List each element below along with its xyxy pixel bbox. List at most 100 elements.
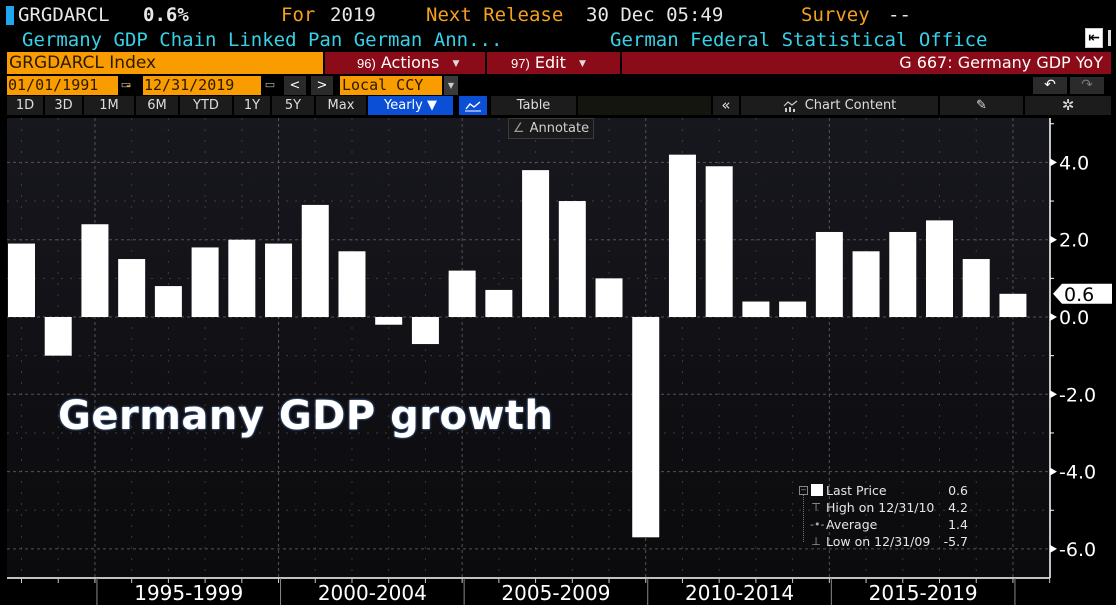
bar-2015 bbox=[852, 251, 880, 317]
legend-label: High on 12/31/10 bbox=[826, 500, 935, 515]
collapse-icon[interactable]: « bbox=[713, 96, 739, 115]
bar-2007 bbox=[558, 201, 586, 317]
start-date-input[interactable]: 01/01/1991 bbox=[7, 76, 118, 95]
period-1m[interactable]: 1M bbox=[84, 96, 134, 115]
y-tick-label: -6.0 bbox=[1059, 539, 1096, 561]
security-input[interactable]: GRGDARCL Index bbox=[7, 52, 323, 74]
end-date-input[interactable]: 12/31/2019 bbox=[143, 76, 261, 95]
x-group-label: 2005-2009 bbox=[501, 581, 610, 605]
bar-2012 bbox=[742, 301, 770, 317]
period-ytd[interactable]: YTD bbox=[180, 96, 232, 115]
chart-title: G 667: Germany GDP YoY bbox=[622, 52, 1111, 74]
redo-icon[interactable]: ↷ bbox=[1070, 77, 1104, 94]
chart-content-label: Chart Content bbox=[804, 98, 897, 113]
bar-2018 bbox=[962, 259, 990, 317]
undo-icon[interactable]: ↶ bbox=[1033, 77, 1067, 94]
bar-2008 bbox=[595, 278, 623, 317]
legend-swatch bbox=[811, 484, 823, 496]
x-group-label: 2015-2019 bbox=[869, 581, 978, 605]
bar-2000 bbox=[301, 204, 329, 317]
chart-content-icon bbox=[783, 100, 798, 112]
calendar-icon[interactable]: ▭ bbox=[120, 78, 132, 91]
legend-item-last-price[interactable]: Last Price 0.6 bbox=[796, 482, 976, 499]
prev-period-button[interactable]: < bbox=[284, 76, 306, 95]
legend-item-low[interactable]: ⊥ Low on 12/31/09 -5.7 bbox=[796, 533, 976, 550]
y-tick-marker bbox=[1050, 158, 1057, 167]
legend-item-high[interactable]: ⊤ High on 12/31/10 4.2 bbox=[796, 499, 976, 516]
bar-2001 bbox=[338, 251, 366, 317]
actions-menu-button[interactable]: 96) Actions ▼ bbox=[325, 52, 485, 74]
actions-label: Actions bbox=[380, 53, 440, 72]
legend-label: Average bbox=[826, 517, 878, 532]
currency-select[interactable]: Local CCY bbox=[340, 76, 442, 95]
legend-value: 0.6 bbox=[948, 483, 968, 498]
for-value: 2019 bbox=[330, 4, 376, 26]
period-3d[interactable]: 3D bbox=[45, 96, 82, 115]
export-icon[interactable]: ⇤ bbox=[1085, 28, 1103, 48]
edit-legend-icon[interactable]: ✎ bbox=[940, 96, 1023, 115]
command-row: GRGDARCL Index 96) Actions ▼ 97) Edit ▼ … bbox=[0, 52, 1116, 74]
bar-2005 bbox=[485, 289, 513, 317]
period-5y[interactable]: 5Y bbox=[272, 96, 314, 115]
y-tick-label: -2.0 bbox=[1059, 384, 1096, 406]
chevron-down-icon[interactable]: ▼ bbox=[444, 76, 458, 95]
low-marker-icon: ⊥ bbox=[811, 535, 821, 548]
edit-number: 97) bbox=[511, 56, 530, 71]
legend: − Last Price 0.6 ⊤ High on 12/31/10 4.2 … bbox=[796, 482, 976, 550]
bar-2016 bbox=[889, 231, 917, 317]
x-group-label: 1995-1999 bbox=[134, 581, 243, 605]
settings-gear-icon[interactable]: ✲ bbox=[1025, 96, 1111, 115]
survey-label: Survey bbox=[801, 4, 870, 26]
y-tick-label: 0.0 bbox=[1059, 307, 1089, 329]
legend-value: -5.7 bbox=[943, 534, 968, 549]
next-release-value: 30 Dec 05:49 bbox=[586, 4, 724, 26]
average-marker-icon: -•- bbox=[810, 518, 825, 531]
bar-1995 bbox=[118, 259, 146, 317]
x-group-label: 2000-2004 bbox=[318, 581, 427, 605]
survey-value: -- bbox=[888, 4, 911, 26]
y-tick-marker bbox=[1050, 467, 1057, 476]
bar-1994 bbox=[81, 224, 109, 317]
line-chart-icon[interactable] bbox=[459, 96, 487, 115]
bars bbox=[8, 154, 1027, 538]
bar-1999 bbox=[265, 243, 293, 317]
caret-down-icon: ▼ bbox=[578, 58, 586, 69]
bar-2003 bbox=[411, 317, 439, 345]
header-row: GRGDARCL 0.6% For 2019 Next Release 30 D… bbox=[0, 0, 1116, 30]
last-value: 0.6% bbox=[143, 4, 189, 26]
bar-2004 bbox=[448, 270, 476, 317]
last-value-tag bbox=[1053, 283, 1112, 304]
date-separator: - bbox=[126, 76, 132, 94]
legend-item-average[interactable]: -•- Average 1.4 bbox=[796, 516, 976, 533]
bar-1996 bbox=[154, 286, 182, 317]
calendar-icon[interactable]: ▭ bbox=[264, 78, 276, 91]
bar-2013 bbox=[779, 301, 807, 317]
next-period-button[interactable]: > bbox=[311, 76, 333, 95]
edit-menu-button[interactable]: 97) Edit ▼ bbox=[487, 52, 620, 74]
period-1y[interactable]: 1Y bbox=[234, 96, 270, 115]
bar-2009 bbox=[632, 317, 660, 538]
annotate-button[interactable]: ∠ Annotate bbox=[508, 118, 594, 139]
security-description: Germany GDP Chain Linked Pan German Ann.… bbox=[22, 29, 503, 51]
period-1d[interactable]: 1D bbox=[7, 96, 43, 115]
period-max[interactable]: Max bbox=[316, 96, 366, 115]
legend-collapse-icon[interactable]: − bbox=[799, 486, 808, 495]
period-6m[interactable]: 6M bbox=[136, 96, 178, 115]
data-source: German Federal Statistical Office bbox=[610, 29, 988, 51]
bar-1993 bbox=[44, 317, 72, 356]
frequency-dropdown[interactable]: Yearly ▼ bbox=[368, 96, 453, 115]
y-tick-label: 2.0 bbox=[1059, 230, 1089, 252]
bar-1997 bbox=[191, 247, 219, 317]
bar-2019 bbox=[999, 293, 1027, 317]
toolbar: 1D 3D 1M 6M YTD 1Y 5Y Max Yearly ▼ Table… bbox=[0, 96, 1116, 116]
table-button[interactable]: Table bbox=[491, 96, 576, 115]
bar-1992 bbox=[8, 243, 35, 317]
legend-value: 1.4 bbox=[948, 517, 968, 532]
chart-content-button[interactable]: Chart Content bbox=[741, 96, 938, 115]
ticker-label: GRGDARCL bbox=[18, 4, 110, 26]
description-row: Germany GDP Chain Linked Pan German Ann.… bbox=[0, 28, 1116, 52]
export-divider bbox=[1108, 30, 1111, 46]
bar-2010 bbox=[668, 154, 696, 317]
y-tick-label: 4.0 bbox=[1059, 152, 1089, 174]
